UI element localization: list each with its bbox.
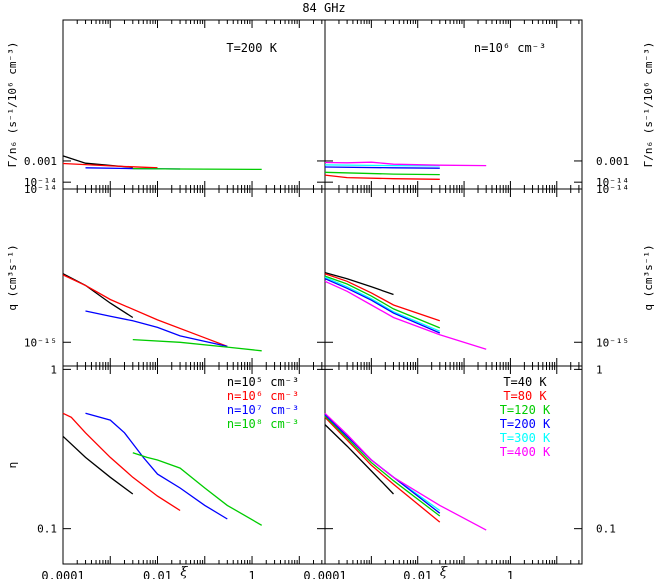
panels-group: T=200 KΓ/n₆ (s⁻¹/10⁶ cm⁻³) 0.00110⁻¹⁴n=10… [6,19,655,579]
series-line-3 [85,310,228,348]
series-line-4 [132,452,263,526]
y-tick-label-right: 0.1 [596,523,616,536]
series-line-2 [324,171,440,176]
legend-entry: T=300 K [500,431,551,445]
series-line-4 [132,167,262,171]
y-tick-label: 10⁻¹⁴ [24,176,57,189]
x-tick-label: 0.0001 [303,569,346,579]
series-line-4 [324,276,441,332]
series-line-1 [324,271,394,296]
x-tick-label: 0.01 [403,569,432,579]
legend-entry: T=200 K [500,417,551,431]
panel-top-right: n=10⁶ cm⁻³ Γ/n₆ (s⁻¹/10⁶ cm⁻³) 0.001 10⁻¹⁴ [324,19,655,190]
series-line-6 [324,412,487,531]
y-axis-label: η [6,462,19,469]
x-axis-label: ξ [440,565,448,579]
y-axis-label-right: Γ/n₆ (s⁻¹/10⁶ cm⁻³) [642,42,655,168]
series-line-2 [62,162,158,169]
series-line-2 [62,412,181,512]
legend-entry: n=10⁷ cm⁻³ [227,403,299,417]
panel-middle-left: q (cm³s⁻¹) 10⁻¹⁵ 10⁻¹⁴ [6,183,326,367]
series-line-2 [324,416,441,523]
series-line-1 [324,174,440,180]
legend-entry: T=40 K [503,375,547,389]
y-tick-label-right: 0.001 [596,155,629,168]
series-line-2 [62,274,228,348]
x-tick-label: 0.0001 [41,569,84,579]
x-tick-label: 1 [248,569,255,579]
y-tick-label-right: 10⁻¹⁵ [596,336,629,349]
series-line-3 [324,166,440,169]
panel-annotation: T=200 K [226,41,277,55]
panel-bottom-left: n=10⁵ cm⁻³n=10⁶ cm⁻³n=10⁷ cm⁻³n=10⁸ cm⁻³… [6,363,326,579]
legend-entry: T=400 K [500,445,551,459]
series-line-1 [324,424,394,495]
y-tick-label-right: 10⁻¹⁴ [596,176,629,189]
y-tick-label: 0.1 [37,523,57,536]
legend-entry: n=10⁶ cm⁻³ [227,389,299,403]
x-tick-label: 0.01 [143,569,172,579]
legend-entry: T=120 K [500,403,551,417]
y-tick-label: 1 [50,363,57,376]
series-line-4 [324,164,440,167]
y-tick-label: 10⁻¹⁵ [24,336,57,349]
y-tick-label-right: 10⁻¹⁴ [596,183,629,196]
x-axis-label: ξ [180,565,188,579]
panel-top-left: T=200 K Γ/n₆ (s⁻¹/10⁶ cm⁻³) 0.001 10⁻¹⁴ [6,19,326,190]
panel-annotation: n=10⁶ cm⁻³ [474,41,546,55]
y-tick-label: 0.001 [24,155,57,168]
panel-frame [62,19,326,190]
y-axis-label-right: q (cm³s⁻¹) [642,244,655,310]
series-line-5 [324,161,487,167]
y-tick-label-right: 1 [596,363,603,376]
panel-middle-right: q (cm³s⁻¹) 10⁻¹⁵ 10⁻¹⁴ [324,183,655,367]
series-line-5 [324,278,441,334]
series-line-2 [324,273,441,322]
series-line-4 [132,338,262,352]
y-tick-label: 10⁻¹⁴ [24,183,57,196]
series-line-3 [85,412,228,520]
series-line-1 [62,435,134,495]
y-axis-label: Γ/n₆ (s⁻¹/10⁶ cm⁻³) [6,42,19,168]
series-line-6 [324,280,487,350]
series-line-3 [324,415,441,517]
legend-entry: T=80 K [503,389,547,403]
panel-bottom-right: T=40 KT=80 KT=120 KT=200 KT=300 KT=400 K… [303,363,616,579]
y-axis-label: q (cm³s⁻¹) [6,244,19,310]
series-line-3 [324,275,441,329]
legend-entry: n=10⁸ cm⁻³ [227,417,299,431]
x-tick-label: 1 [507,569,514,579]
figure-title: 84 GHz [302,1,345,15]
legend-entry: n=10⁵ cm⁻³ [227,375,299,389]
